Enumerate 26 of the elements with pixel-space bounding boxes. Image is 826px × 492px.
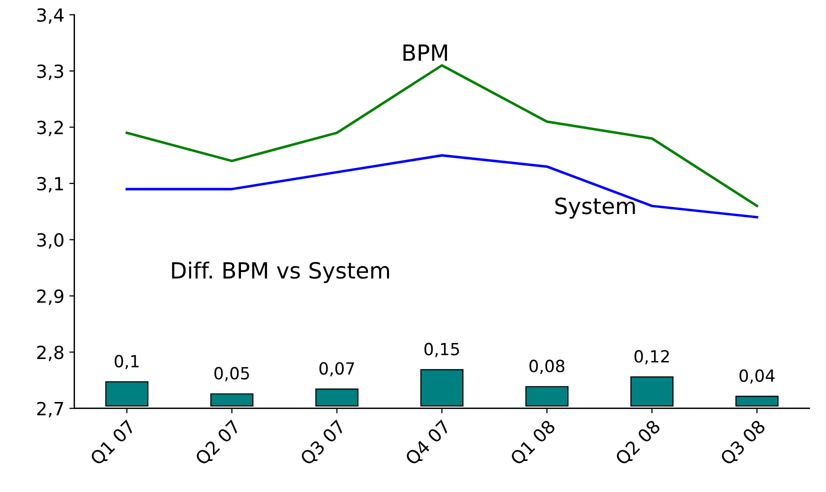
data-label: 0,04 [740,369,775,384]
x-tick-label: Q2 08 [614,419,662,468]
x-tick-label: Q3 08 [719,419,768,468]
data-label: 0,07 [319,362,354,376]
data-label: 0,1 [114,354,139,370]
annotation: BPM [404,44,447,61]
y-tick-label: 3,3 [37,64,64,80]
x-tick-label: Q3 07 [299,419,348,468]
data-label: 0,08 [529,360,564,374]
y-tick-label: 3,2 [37,120,63,136]
y-tick-label: 2,8 [37,346,64,362]
y-tick-label: 3,1 [37,176,63,192]
y-tick-label: 2,7 [37,402,64,418]
y-tick-label: 3,0 [37,233,64,249]
x-tick-label: Q1 07 [89,419,138,468]
annotation: System [555,198,635,219]
data-label: 0,15 [424,342,460,358]
x-tick-label: Q4 07 [404,419,452,468]
x-tick-label: Q2 07 [194,419,242,468]
line-series [126,154,758,218]
x-tick-label: Q1 08 [509,419,558,468]
data-label: 0,12 [634,350,669,364]
data-label: 0,05 [214,366,249,382]
y-tick-label: 3,4 [37,8,64,24]
annotation: Diff. BPM vs System [172,262,390,284]
y-tick-label: 2,9 [37,289,64,305]
